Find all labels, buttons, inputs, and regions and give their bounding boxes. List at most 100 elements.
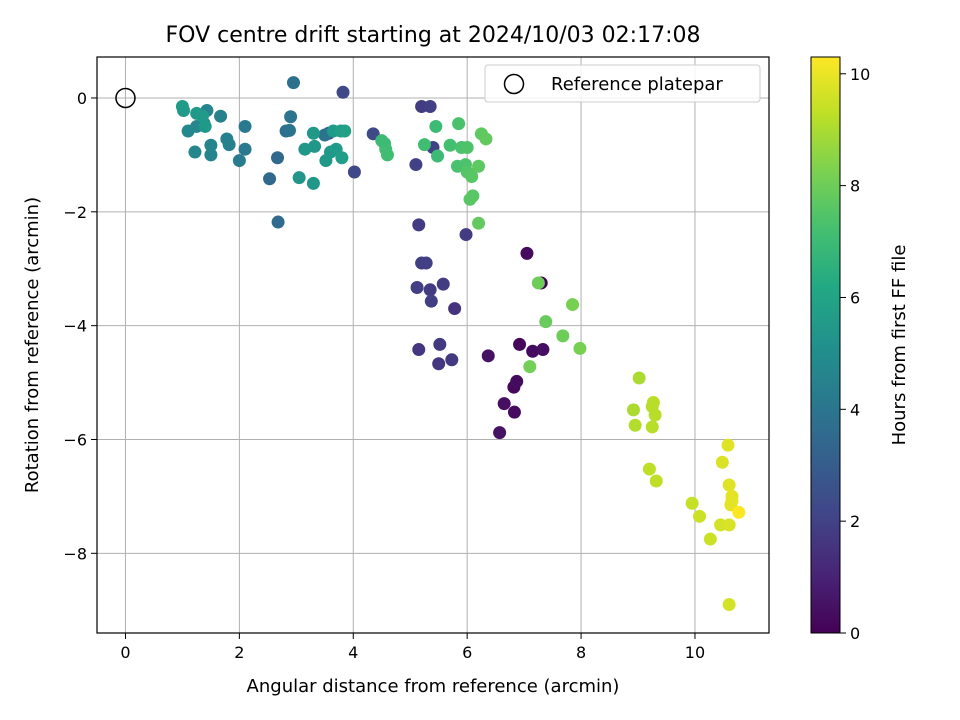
x-axis-ticks: 0 2 4 6 8 10 xyxy=(120,633,705,662)
legend-marker xyxy=(503,73,525,95)
x-axis-label: Angular distance from reference (arcmin) xyxy=(247,676,620,697)
colorbar-tick-label: 10 xyxy=(850,65,870,84)
data-point xyxy=(642,462,656,476)
data-point xyxy=(649,474,663,488)
legend-label: Reference platepar xyxy=(551,74,723,95)
x-tick-label: 2 xyxy=(234,643,244,662)
y-tick-label: 0 xyxy=(77,89,87,108)
y-tick-label: −6 xyxy=(63,430,87,449)
y-tick-label: −4 xyxy=(63,317,87,336)
chart-title: FOV centre drift starting at 2024/10/03 … xyxy=(166,23,701,48)
data-point xyxy=(292,171,306,185)
data-point xyxy=(238,119,252,133)
data-point xyxy=(472,159,486,173)
data-point xyxy=(429,119,443,133)
data-point xyxy=(338,124,352,138)
data-point xyxy=(452,117,466,131)
data-point xyxy=(204,148,218,162)
data-point xyxy=(536,343,550,357)
data-point xyxy=(722,598,736,612)
data-point xyxy=(497,397,511,411)
y-tick-label: −8 xyxy=(63,544,87,563)
colorbar-tick-label: 8 xyxy=(850,177,860,196)
data-point xyxy=(448,302,462,316)
data-point xyxy=(445,353,459,367)
data-point xyxy=(424,294,438,308)
colorbar-tick-label: 4 xyxy=(850,400,860,419)
data-point xyxy=(409,158,423,172)
y-axis-label: Rotation from reference (arcmin) xyxy=(22,197,43,493)
data-point xyxy=(436,277,450,291)
data-point xyxy=(523,360,537,374)
data-point xyxy=(380,148,394,162)
data-point xyxy=(431,149,445,163)
data-point xyxy=(715,455,729,469)
data-point xyxy=(412,218,426,232)
data-point xyxy=(721,438,735,452)
data-point xyxy=(443,138,457,152)
colorbar xyxy=(810,56,841,634)
data-point xyxy=(732,505,746,519)
plot-area-frame xyxy=(96,56,770,634)
data-point xyxy=(465,170,479,184)
data-point xyxy=(306,176,320,190)
data-point xyxy=(520,246,534,260)
data-point xyxy=(632,371,646,385)
colorbar-tick-label: 2 xyxy=(850,512,860,531)
data-point xyxy=(335,151,349,165)
data-point xyxy=(648,408,662,422)
data-point xyxy=(507,405,521,419)
scatter-points xyxy=(175,76,746,612)
x-tick-label: 4 xyxy=(348,643,358,662)
colorbar-label: Hours from first FF file xyxy=(889,245,910,446)
data-point xyxy=(493,426,507,440)
data-point xyxy=(531,276,545,290)
x-tick-label: 8 xyxy=(576,643,586,662)
x-tick-label: 0 xyxy=(120,643,130,662)
colorbar-tick-label: 0 xyxy=(850,624,860,643)
data-point xyxy=(513,337,527,351)
data-point xyxy=(459,228,473,242)
data-point xyxy=(481,349,495,363)
legend: Reference platepar xyxy=(484,64,761,103)
y-tick-label: −2 xyxy=(63,203,87,222)
data-point xyxy=(238,142,252,156)
data-point xyxy=(220,132,234,146)
legend-box xyxy=(484,64,761,103)
data-point xyxy=(460,140,474,154)
data-point xyxy=(626,403,640,417)
data-point xyxy=(214,109,228,123)
data-point xyxy=(188,145,202,159)
data-point xyxy=(375,134,389,148)
data-point xyxy=(693,509,707,523)
x-tick-label: 10 xyxy=(685,643,705,662)
data-point xyxy=(433,337,447,351)
colorbar-ticks: 0 2 4 6 8 10 xyxy=(840,65,870,643)
data-point xyxy=(271,215,285,229)
data-point xyxy=(336,85,350,99)
data-point xyxy=(232,154,246,168)
data-point xyxy=(181,124,195,138)
data-point xyxy=(539,315,553,329)
data-point xyxy=(645,420,659,434)
reference-marker-group xyxy=(115,87,136,109)
data-point xyxy=(284,110,298,124)
data-point xyxy=(722,518,736,532)
data-point xyxy=(479,132,493,146)
data-point xyxy=(308,139,322,153)
data-point xyxy=(466,189,480,203)
data-point xyxy=(556,329,570,343)
x-tick-label: 6 xyxy=(462,643,472,662)
data-point xyxy=(472,216,486,230)
data-point xyxy=(526,344,540,358)
y-axis-ticks: −8 −6 −4 −2 0 xyxy=(63,89,97,563)
data-point xyxy=(417,138,431,152)
data-point xyxy=(685,496,699,510)
data-point xyxy=(419,256,433,270)
data-point xyxy=(573,341,587,355)
data-point xyxy=(566,298,580,312)
data-point xyxy=(204,138,218,152)
data-point xyxy=(286,76,300,90)
data-point xyxy=(423,283,437,297)
data-point xyxy=(432,357,446,371)
